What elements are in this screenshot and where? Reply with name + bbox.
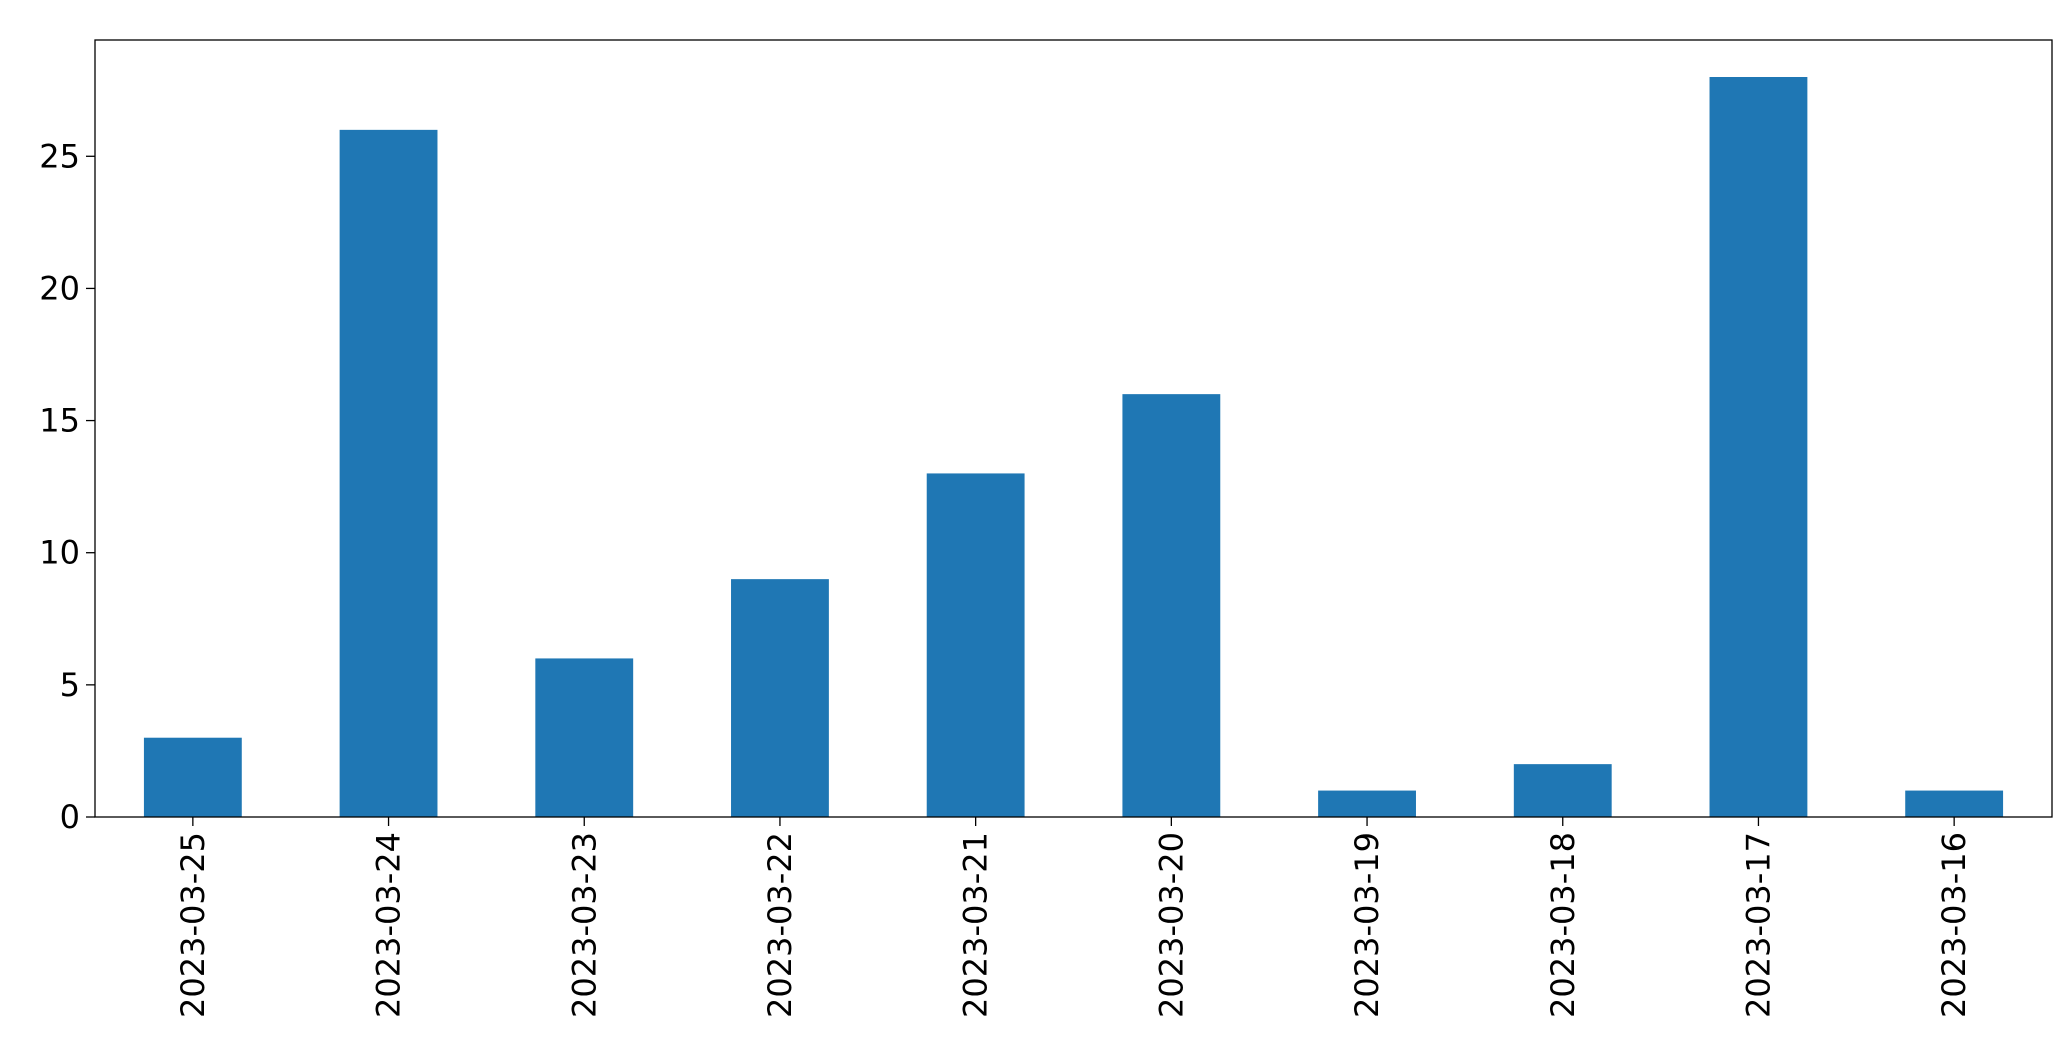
x-tick-label: 2023-03-20	[1152, 832, 1190, 1018]
x-tick-label: 2023-03-23	[565, 832, 603, 1018]
x-tick-label: 2023-03-21	[957, 832, 995, 1018]
bar	[1905, 790, 2004, 817]
bar	[1709, 77, 1808, 817]
x-tick-label: 2023-03-19	[1348, 832, 1386, 1018]
y-tick-label: 10	[39, 534, 80, 572]
x-tick-label: 2023-03-17	[1739, 832, 1777, 1018]
x-tick-label: 2023-03-24	[370, 832, 408, 1018]
x-tick-label: 2023-03-25	[174, 832, 212, 1018]
bar	[926, 473, 1025, 817]
bar	[1122, 394, 1221, 817]
bar	[143, 737, 242, 817]
bar	[1513, 764, 1612, 817]
x-tick-label: 2023-03-18	[1544, 832, 1582, 1018]
y-tick-label: 5	[60, 666, 80, 704]
bar	[1318, 790, 1416, 817]
y-tick-label: 0	[60, 798, 80, 836]
bar	[339, 129, 438, 817]
y-tick-label: 15	[39, 402, 80, 440]
x-tick-label: 2023-03-22	[761, 832, 799, 1018]
bar	[731, 579, 829, 817]
y-tick-label: 20	[39, 269, 80, 307]
plot-frame	[94, 39, 2053, 818]
y-tick-label: 25	[39, 137, 80, 175]
bar	[535, 658, 634, 817]
x-tick-label: 2023-03-16	[1935, 832, 1973, 1018]
